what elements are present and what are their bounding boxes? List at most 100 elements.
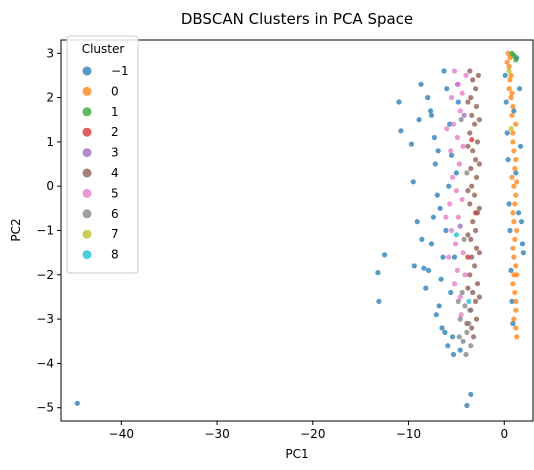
legend-marker: [82, 148, 92, 158]
data-point: [419, 236, 425, 242]
data-point: [437, 205, 443, 211]
data-point: [513, 57, 519, 63]
data-point: [74, 400, 80, 406]
legend: Cluster −1 0 1 2 3 4 5 6 7 8: [66, 35, 139, 274]
data-point: [468, 95, 474, 101]
data-point: [396, 99, 402, 105]
data-point: [468, 165, 474, 172]
data-point: [476, 205, 482, 211]
data-point: [468, 391, 474, 397]
data-point: [472, 263, 478, 269]
data-point: [431, 134, 437, 141]
data-point: [439, 325, 445, 331]
y-tick-label: 0: [46, 179, 54, 193]
legend-title: Cluster: [82, 42, 125, 56]
data-point: [426, 267, 432, 273]
data-point: [456, 334, 462, 340]
data-point: [502, 72, 508, 78]
data-point: [375, 270, 381, 276]
x-tick-label: −20: [300, 427, 325, 441]
series-1: [504, 50, 520, 340]
data-point: [465, 285, 471, 291]
data-point: [508, 126, 514, 132]
data-point: [449, 227, 455, 234]
data-point: [453, 232, 459, 238]
data-point: [511, 108, 517, 114]
data-point: [470, 289, 476, 296]
data-point: [421, 265, 427, 271]
data-point: [465, 143, 471, 149]
data-point: [455, 99, 461, 105]
data-point: [513, 307, 519, 313]
data-point: [473, 227, 479, 234]
data-point: [449, 152, 455, 158]
series-0: [74, 55, 527, 409]
series-2: [509, 50, 519, 63]
data-point: [509, 112, 515, 118]
data-point: [416, 117, 422, 123]
x-tick-label: −10: [396, 427, 421, 441]
legend-marker: [82, 250, 92, 260]
data-point: [511, 183, 517, 189]
data-point: [428, 112, 435, 118]
legend-label: 6: [111, 207, 119, 221]
data-point: [465, 188, 471, 194]
data-point: [418, 81, 424, 87]
data-point: [510, 320, 516, 327]
data-point: [465, 232, 471, 238]
data-point: [473, 103, 480, 110]
data-point: [376, 298, 382, 304]
data-point: [382, 252, 388, 258]
x-tick-label: −40: [109, 427, 134, 441]
legend-label: 5: [111, 186, 119, 200]
data-point: [507, 55, 513, 61]
data-point: [445, 343, 451, 349]
series-8: [506, 68, 514, 132]
series-5: [464, 68, 482, 340]
data-point: [513, 157, 519, 163]
data-point: [428, 108, 434, 114]
data-point: [467, 68, 473, 74]
x-tick-label: −30: [204, 427, 229, 441]
data-point: [506, 86, 512, 92]
data-point: [472, 192, 478, 198]
data-point: [518, 143, 524, 149]
data-point: [509, 90, 515, 96]
x-axis-label: PC1: [285, 447, 308, 461]
y-tick-label: −4: [36, 356, 54, 370]
data-point: [469, 183, 475, 189]
legend-label: 7: [111, 227, 119, 241]
axes-frame: [60, 39, 534, 422]
data-point: [512, 236, 518, 242]
data-point: [455, 214, 461, 220]
data-point: [473, 316, 480, 322]
data-point: [450, 334, 456, 340]
legend-label: 2: [111, 125, 119, 139]
data-point: [470, 148, 476, 154]
legend-label: −1: [111, 64, 129, 78]
data-point: [410, 179, 416, 185]
legend-label: 4: [111, 166, 119, 180]
y-tick-label: −5: [36, 401, 54, 415]
data-point: [474, 210, 481, 216]
data-point: [505, 157, 511, 163]
data-point: [511, 254, 517, 260]
data-point: [469, 254, 475, 260]
data-point: [444, 126, 450, 132]
data-point: [513, 170, 519, 176]
data-point: [474, 139, 481, 145]
data-point: [459, 90, 465, 96]
data-point: [423, 285, 429, 291]
data-point: [513, 192, 519, 198]
data-point: [510, 130, 516, 136]
legend-label: 3: [111, 146, 119, 160]
series-9: [453, 232, 472, 304]
data-point: [462, 272, 468, 278]
data-point: [476, 250, 482, 256]
data-point: [506, 201, 512, 207]
data-point: [446, 183, 452, 189]
data-point: [464, 329, 470, 335]
data-point: [436, 303, 442, 309]
legend-label: 8: [111, 248, 119, 262]
data-point: [459, 196, 465, 203]
